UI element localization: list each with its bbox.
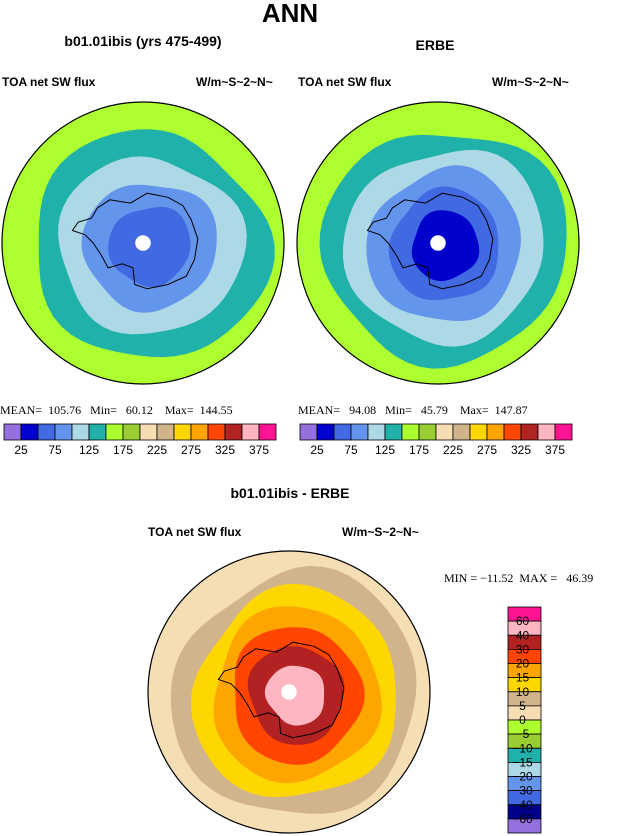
colorbar-box (156, 423, 175, 441)
colorbar-tick-label: 375 (249, 443, 269, 457)
pole-marker (281, 684, 297, 700)
colorbar-tick-label: 325 (215, 443, 235, 457)
colorbar-tick-label: 40 (516, 628, 530, 642)
colorbar-tick-label: 5 (519, 699, 526, 713)
colorbar-box (418, 423, 437, 441)
colorbar-tick-label: 0 (519, 713, 526, 727)
colorbar-tick-label: 225 (147, 443, 167, 457)
colorbar-box (20, 423, 39, 441)
colorbar-box (139, 423, 158, 441)
diff-stats: MIN = −11.52 MAX = 46.39 (444, 571, 594, 585)
colorbar-box (486, 423, 505, 441)
colorbar-tick-label: 75 (344, 443, 358, 457)
colorbar-tick-label: 175 (113, 443, 133, 457)
diff-units-label: W/m~S~2~N~ (342, 525, 419, 539)
left-units-label: W/m~S~2~N~ (196, 75, 273, 89)
colorbar-tick-label: 375 (545, 443, 565, 457)
colorbar-tick-label: 125 (79, 443, 99, 457)
colorbar-tick-label: 75 (48, 443, 62, 457)
colorbar-tick-label: 25 (14, 443, 28, 457)
colorbar-tick-label: 275 (181, 443, 201, 457)
colorbar-box (258, 423, 277, 441)
colorbar-tick-label: −20 (512, 770, 533, 784)
colorbar-tick-label: −10 (512, 741, 533, 755)
colorbar-box (71, 423, 90, 441)
colorbar-box (401, 423, 420, 441)
colorbar-box (367, 423, 386, 441)
colorbar-box (173, 423, 192, 441)
colorbar-box (350, 423, 369, 441)
colorbar-tick-label: 125 (375, 443, 395, 457)
colorbar-box (469, 423, 488, 441)
colorbar-box (190, 423, 209, 441)
colorbar-box (299, 423, 318, 441)
colorbar-box (88, 423, 107, 441)
diff-panel-title: b01.01ibis - ERBE (230, 485, 350, 501)
right-panel-title: ERBE (415, 37, 455, 53)
colorbar-box (452, 423, 471, 441)
colorbar-box (507, 818, 542, 834)
colorbar-tick-label: 225 (443, 443, 463, 457)
colorbar-tick-label: 20 (516, 657, 530, 671)
map-0 (1, 101, 285, 385)
map-1 (296, 101, 580, 385)
colorbar-box (241, 423, 260, 441)
colorbar-tick-label: −15 (512, 755, 533, 769)
colorbar-box (333, 423, 352, 441)
colorbar-box (554, 423, 573, 441)
colorbar-0: 25 75 125 175 225 275 325 375 (3, 423, 277, 457)
colorbar-box (37, 423, 56, 441)
colorbar-tick-label: 60 (516, 614, 530, 628)
colorbar-tick-label: 25 (310, 443, 324, 457)
colorbar-box (316, 423, 335, 441)
map-2 (147, 550, 431, 834)
right-variable-label: TOA net SW flux (298, 75, 392, 89)
colorbar-box (384, 423, 403, 441)
map-border (296, 101, 580, 385)
coastline (71, 192, 199, 290)
colorbar-tick-label: 10 (516, 685, 530, 699)
right-units-label: W/m~S~2~N~ (492, 75, 569, 89)
colorbar-tick-label: 325 (511, 443, 531, 457)
colorbar-box (3, 423, 22, 441)
map-border (1, 101, 285, 385)
colorbar-box (435, 423, 454, 441)
colorbar-tick-label: −30 (512, 784, 533, 798)
map-border (147, 550, 431, 834)
colorbar-box (54, 423, 73, 441)
page-title: ANN (261, 0, 319, 28)
colorbar-tick-label: 15 (516, 671, 530, 685)
left-variable-label: TOA net SW flux (2, 75, 96, 89)
colorbar-tick-label: 175 (409, 443, 429, 457)
colorbar-tick-label: 30 (516, 642, 530, 656)
right-stats: MEAN= 94.08 Min= 45.79 Max= 147.87 (298, 403, 528, 417)
colorbar-box (537, 423, 556, 441)
left-panel-title: b01.01ibis (yrs 475-499) (64, 33, 222, 49)
colorbar-tick-label: 275 (477, 443, 497, 457)
pole-marker (135, 235, 151, 251)
colorbar-tick-label: −40 (512, 798, 533, 812)
coastline (217, 641, 345, 739)
colorbar-box (207, 423, 226, 441)
colorbar-1: 25 75 125 175 225 275 325 375 (299, 423, 573, 457)
colorbar-box (105, 423, 124, 441)
diff-variable-label: TOA net SW flux (148, 525, 242, 539)
colorbar-box (122, 423, 141, 441)
colorbar-box (503, 423, 522, 441)
colorbar-tick-label: −5 (516, 727, 530, 741)
pole-marker (430, 235, 446, 251)
colorbar-box (224, 423, 243, 441)
colorbar-tick-label: −60 (512, 812, 533, 826)
coastline (366, 192, 494, 290)
left-stats: MEAN= 105.76 Min= 60.12 Max= 144.55 (0, 403, 233, 417)
contour-region (411, 210, 480, 282)
colorbar-box (520, 423, 539, 441)
